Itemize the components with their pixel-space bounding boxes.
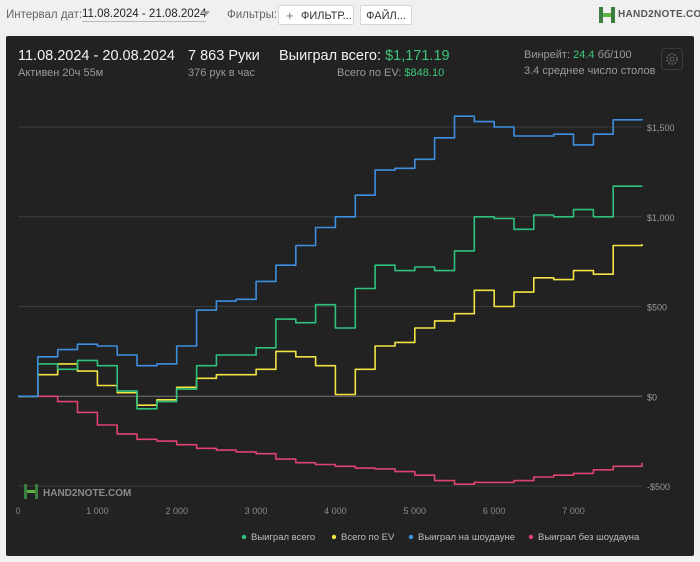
ev-total-label: Всего по EV: xyxy=(337,67,402,79)
x-tick-label: 4 000 xyxy=(324,506,347,516)
y-tick-label: $1,500 xyxy=(647,123,675,133)
x-tick-label: 1 000 xyxy=(86,506,109,516)
filters-button-label: ФИЛЬТР... xyxy=(301,10,352,22)
y-tick-label: $1,000 xyxy=(647,213,675,223)
chart-grid xyxy=(18,126,642,487)
results-panel: 11.08.2024 - 20.08.2024 Активен 20ч 55м … xyxy=(6,36,694,556)
legend-marker xyxy=(408,534,414,540)
brand-logo: HAND2NOTE.COM xyxy=(598,6,700,24)
x-tick-label: 2 000 xyxy=(165,506,188,516)
filters-label: Фильтры: xyxy=(227,9,278,21)
x-tick-label: 3 000 xyxy=(245,506,268,516)
series-showdown-line xyxy=(18,115,643,398)
legend-label: Всего по EV xyxy=(341,532,395,543)
y-tick-label: $0 xyxy=(647,392,657,402)
legend-marker xyxy=(241,534,247,540)
settings-button[interactable] xyxy=(661,48,683,70)
legend-label: Выиграл всего xyxy=(251,532,315,543)
plus-icon: + xyxy=(286,8,294,23)
ev-total: Всего по EV: $848.10 xyxy=(337,67,444,79)
chart-legend: Выиграл всего Всего по EV Выиграл на шоуда… xyxy=(241,532,640,543)
watermark: HAND2NOTE.COM xyxy=(24,484,131,499)
legend-label: Выиграл без шоудауна xyxy=(538,532,640,543)
x-tick-label: 7 000 xyxy=(562,506,585,516)
toolbar: Интервал дат: 11.08.2024 - 21.08.2024 Фи… xyxy=(0,0,700,30)
date-range: 11.08.2024 - 20.08.2024 xyxy=(18,48,175,64)
watermark-text: HAND2NOTE.COM xyxy=(43,488,131,499)
ev-total-value: $848.10 xyxy=(404,67,445,79)
chevron-down-icon[interactable] xyxy=(202,11,210,16)
date-interval-picker[interactable]: 11.08.2024 - 21.08.2024 xyxy=(82,8,207,22)
series-won-total-line xyxy=(18,185,643,410)
y-tick-label: $500 xyxy=(647,303,667,313)
won-total-label: Выиграл всего: xyxy=(279,48,382,64)
winrate-unit: бб/100 xyxy=(597,49,632,61)
avg-tables: 3.4 среднее число столов xyxy=(524,65,656,77)
series-non-showdown-line xyxy=(18,395,643,485)
active-time: Активен 20ч 55м xyxy=(18,67,104,79)
hand2note-logo-icon xyxy=(599,7,615,23)
won-total: Выиграл всего: $1,171.19 xyxy=(279,48,450,64)
winrate-label: Винрейт: xyxy=(524,49,571,61)
brand-name: HAND2NOTE.COM xyxy=(618,9,700,20)
gear-icon xyxy=(666,53,678,65)
y-tick-label: -$500 xyxy=(647,482,670,492)
hands-per-hour: 376 рук в час xyxy=(188,67,256,79)
date-interval-label: Интервал дат: xyxy=(6,9,83,21)
legend-item[interactable]: Всего по EV xyxy=(331,532,395,543)
legend-item[interactable]: Выиграл без шоудауна xyxy=(528,532,640,543)
won-total-value: $1,171.19 xyxy=(385,48,450,64)
filters-button[interactable]: + ФИЛЬТР... xyxy=(278,5,354,25)
hand2note-watermark-icon xyxy=(24,484,38,499)
y-axis: $1,500 $1,000 $500 $0 -$500 xyxy=(647,123,675,492)
legend-marker xyxy=(331,534,337,540)
winrate-value: 24.4 xyxy=(573,49,595,61)
file-button[interactable]: ФАЙЛ... xyxy=(360,5,412,25)
chart-series xyxy=(18,115,643,485)
x-axis: 0 1 000 2 000 3 000 4 000 5 000 6 000 7 000 xyxy=(15,506,584,516)
series-ev-line xyxy=(18,244,643,406)
hands-count: 7 863 Руки xyxy=(188,48,260,64)
legend-item[interactable]: Выиграл всего xyxy=(241,532,315,543)
x-tick-label: 0 xyxy=(15,506,20,516)
x-tick-label: 6 000 xyxy=(483,506,506,516)
legend-label: Выиграл на шоудауне xyxy=(418,532,515,543)
legend-item[interactable]: Выиграл на шоудауне xyxy=(408,532,515,543)
x-tick-label: 5 000 xyxy=(404,506,427,516)
winrate: Винрейт: 24.4 бб/100 xyxy=(524,49,632,61)
legend-marker xyxy=(528,534,534,540)
